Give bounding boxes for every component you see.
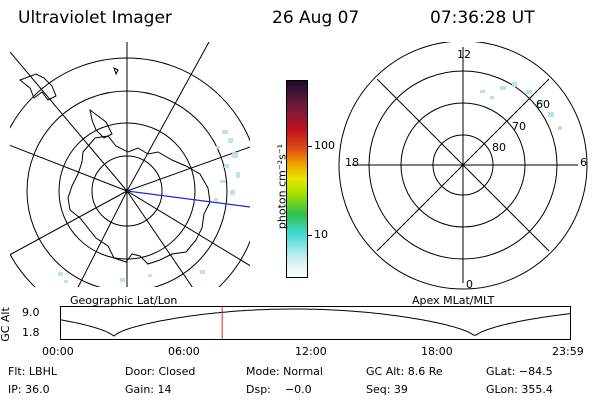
aurora-speckle bbox=[480, 82, 562, 130]
apex-caption: Apex MLat/MLT bbox=[412, 294, 495, 307]
date-label: 26 Aug 07 bbox=[272, 8, 360, 28]
timeline-xtick-4: 23:59 bbox=[552, 345, 584, 358]
mlat-ring-outer bbox=[338, 42, 588, 290]
info-glon: GLon: 355.4 bbox=[486, 383, 553, 396]
geographic-map-panel bbox=[10, 42, 250, 287]
info-gc-alt: GC Alt: 8.6 Re bbox=[366, 365, 443, 378]
info-door: Door: Closed bbox=[125, 365, 196, 378]
timeline-ylabel: GC Alt bbox=[0, 307, 12, 342]
info-gain: Gain: 14 bbox=[125, 383, 172, 396]
info-dsp: Dsp: −0.0 bbox=[246, 383, 312, 396]
colorbar-label-100: 100 bbox=[314, 139, 335, 152]
info-ip: IP: 36.0 bbox=[8, 383, 50, 396]
info-seq: Seq: 39 bbox=[366, 383, 408, 396]
timeline-xtick-2: 12:00 bbox=[295, 345, 327, 358]
info-glat: GLat: −84.5 bbox=[486, 365, 553, 378]
mlt-label-12: 12 bbox=[457, 48, 471, 61]
colorbar bbox=[286, 80, 308, 278]
mlt-diag-2 bbox=[376, 78, 550, 252]
time-label: 07:36:28 UT bbox=[430, 8, 535, 28]
altitude-curve bbox=[60, 308, 571, 337]
mlat-label-60: 60 bbox=[536, 98, 550, 111]
colorbar-tick-10 bbox=[307, 235, 312, 236]
app-title: Ultraviolet Imager bbox=[18, 8, 172, 28]
timeline-ytick-bottom: 1.8 bbox=[22, 326, 40, 339]
peninsula-coastline bbox=[89, 108, 113, 139]
apex-polar-panel bbox=[338, 42, 588, 290]
timeline-xtick-0: 00:00 bbox=[42, 345, 74, 358]
colorbar-unit-label: photon cm⁻²s⁻¹ bbox=[275, 143, 289, 230]
mlat-label-70: 70 bbox=[512, 120, 526, 133]
mlt-label-0: 0 bbox=[466, 278, 473, 291]
mlt-label-18: 18 bbox=[345, 156, 359, 169]
colorbar-label-10: 10 bbox=[314, 228, 328, 241]
timeline-ytick-top: 9.0 bbox=[22, 306, 40, 319]
info-filter: Flt: LBHL bbox=[8, 365, 57, 378]
colorbar-tick-100 bbox=[307, 146, 312, 147]
orbit-track-line bbox=[126, 190, 250, 208]
timeline-xtick-3: 18:00 bbox=[421, 345, 453, 358]
geographic-caption: Geographic Lat/Lon bbox=[70, 294, 178, 307]
mlat-label-80: 80 bbox=[492, 141, 506, 154]
timeline-xtick-1: 06:00 bbox=[168, 345, 200, 358]
aurora-speckle bbox=[58, 130, 240, 283]
antarctica-coastline bbox=[67, 135, 211, 265]
altitude-timeline bbox=[60, 306, 571, 340]
info-mode: Mode: Normal bbox=[246, 365, 323, 378]
mlt-label-6: 6 bbox=[580, 156, 587, 169]
coastline-fragment bbox=[19, 73, 57, 101]
